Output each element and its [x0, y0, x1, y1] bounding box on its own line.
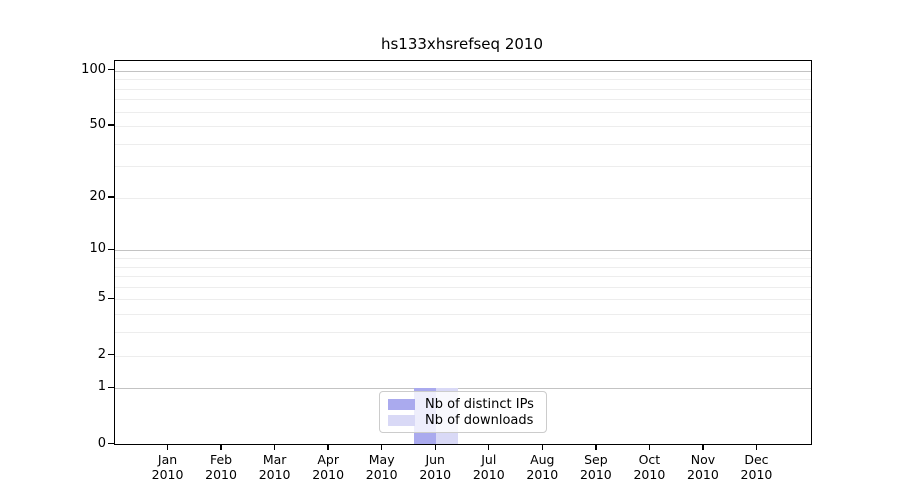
- y-tick-mark: [108, 353, 114, 356]
- x-tick-mark: [541, 444, 543, 450]
- x-tick-month: Oct: [638, 451, 661, 467]
- x-tick-year: 2010: [526, 466, 559, 482]
- x-tick-month: Jun: [425, 451, 445, 467]
- x-tick-mark: [273, 444, 276, 450]
- x-tick-mark: [327, 444, 329, 450]
- x-tick-month: Mar: [262, 451, 287, 467]
- legend-item: Nb of downloads: [388, 412, 536, 428]
- gridline-minor: [115, 79, 811, 81]
- x-tick-year: 2010: [687, 466, 719, 482]
- x-tick-mark: [648, 444, 651, 450]
- y-tick-label: 20: [89, 188, 106, 204]
- x-tick-label: Mar 2010: [245, 452, 305, 482]
- chart-title: hs133xhsrefseq 2010: [380, 35, 543, 53]
- x-tick-year: 2010: [419, 466, 452, 482]
- x-tick-label: Jul 2010: [459, 452, 519, 482]
- gridline-minor: [115, 332, 811, 334]
- x-tick-label: Jan 2010: [138, 452, 198, 482]
- x-tick-mark: [380, 444, 383, 450]
- gridline-major: [115, 250, 811, 252]
- x-tick-mark: [488, 444, 490, 450]
- x-tick-mark: [755, 444, 758, 450]
- x-tick-mark: [595, 444, 597, 450]
- legend-item: Nb of distinct IPs: [388, 396, 536, 412]
- x-tick-year: 2010: [312, 466, 345, 482]
- y-tick-mark: [108, 196, 114, 198]
- gridline-minor: [115, 143, 811, 145]
- x-tick-month: Jul: [481, 451, 497, 467]
- x-tick-mark: [220, 444, 222, 450]
- gridline-minor: [115, 99, 811, 101]
- x-tick-label: Dec 2010: [726, 452, 786, 482]
- y-tick-mark: [108, 386, 114, 389]
- x-tick-year: 2010: [205, 466, 237, 482]
- x-tick-label: Nov 2010: [673, 452, 733, 482]
- x-tick-year: 2010: [365, 466, 398, 482]
- x-tick-month: Aug: [530, 451, 555, 467]
- y-tick-mark: [108, 68, 114, 71]
- legend-swatch: [388, 414, 415, 426]
- gridline-minor: [115, 355, 811, 357]
- gridline-minor: [115, 266, 811, 268]
- x-tick-label: May 2010: [352, 452, 412, 482]
- x-tick-year: 2010: [472, 466, 505, 482]
- x-tick-label: Oct 2010: [619, 452, 679, 482]
- y-tick-label: 100: [81, 61, 106, 77]
- plot-area: [114, 60, 812, 445]
- y-tick-label: 50: [89, 117, 106, 133]
- x-tick-year: 2010: [633, 466, 666, 482]
- x-tick-mark: [434, 444, 436, 450]
- y-tick-mark: [108, 248, 114, 250]
- x-tick-year: 2010: [740, 466, 773, 482]
- legend: Nb of distinct IPs Nb of downloads: [379, 391, 547, 433]
- x-tick-month: May: [368, 451, 395, 467]
- y-tick-mark: [108, 297, 114, 300]
- gridline-minor: [115, 88, 811, 90]
- y-tick-mark: [108, 124, 114, 126]
- legend-swatch: [388, 398, 415, 410]
- y-tick-label: 0: [97, 435, 106, 451]
- gridline-minor: [115, 314, 811, 316]
- y-tick-label: 10: [89, 241, 106, 257]
- x-tick-year: 2010: [258, 466, 291, 482]
- x-tick-year: 2010: [151, 466, 184, 482]
- gridline-minor: [115, 257, 811, 259]
- gridline-minor: [115, 126, 811, 128]
- x-tick-month: Feb: [209, 451, 233, 467]
- gridline-minor: [115, 166, 811, 168]
- x-tick-month: Dec: [744, 451, 769, 467]
- x-tick-label: Apr 2010: [298, 452, 358, 482]
- x-tick-month: Jan: [157, 451, 178, 467]
- gridline-major: [115, 70, 811, 72]
- x-tick-month: Sep: [584, 451, 608, 467]
- y-tick-label: 1: [97, 379, 106, 395]
- x-tick-month: Nov: [690, 451, 716, 467]
- x-tick-year: 2010: [579, 466, 612, 482]
- legend-label: Nb of distinct IPs: [425, 396, 534, 412]
- gridline-minor: [115, 286, 811, 288]
- gridline-minor: [115, 111, 811, 113]
- y-tick-label: 2: [97, 346, 106, 362]
- x-tick-label: Jun 2010: [405, 452, 465, 482]
- y-tick-mark: [108, 442, 114, 445]
- gridline-minor: [115, 197, 811, 199]
- x-tick-mark: [702, 444, 704, 450]
- x-tick-mark: [166, 444, 169, 450]
- x-tick-label: Aug 2010: [512, 452, 572, 482]
- x-tick-label: Sep 2010: [566, 452, 626, 482]
- gridline-minor: [115, 276, 811, 278]
- x-tick-month: Apr: [317, 451, 339, 467]
- legend-label: Nb of downloads: [425, 412, 534, 428]
- gridline-minor: [115, 299, 811, 301]
- gridline-major: [115, 388, 811, 390]
- y-tick-label: 5: [97, 290, 106, 306]
- x-tick-label: Feb 2010: [191, 452, 251, 482]
